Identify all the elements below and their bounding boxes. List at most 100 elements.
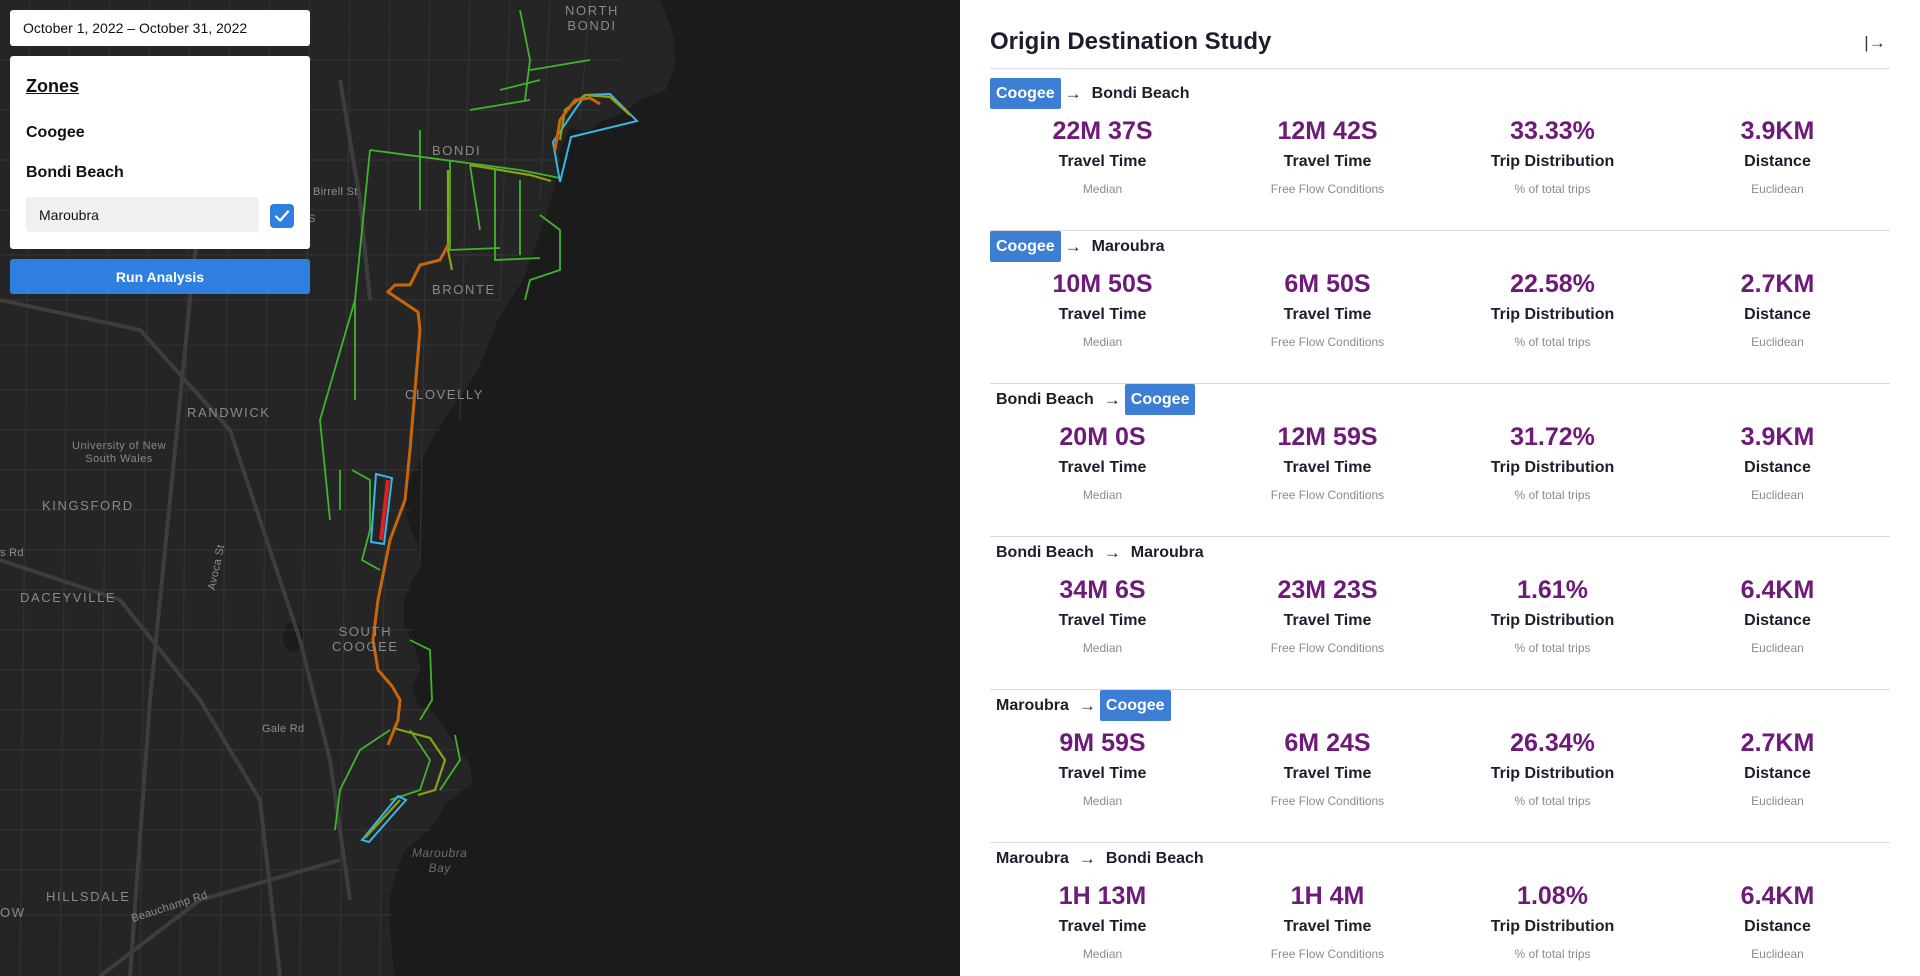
route-header: Maroubra → Bondi Beach <box>990 843 1210 874</box>
metric-label: Trip Distribution <box>1490 918 1615 935</box>
metric-label: Travel Time <box>1058 459 1147 476</box>
metric-label: Travel Time <box>1283 459 1372 476</box>
check-icon <box>274 210 290 222</box>
street-label-s: S <box>308 213 316 225</box>
metric-block: 23M 23S Travel Time Free Flow Conditions <box>1215 575 1440 656</box>
route-origin: Coogee <box>990 231 1061 262</box>
metric-sub: Median <box>1082 335 1123 349</box>
metric-value: 3.9KM <box>1740 117 1815 145</box>
metric-value: 20M 0S <box>1059 423 1146 451</box>
map-label-south-coogee: SOUTH COOGEE <box>332 624 399 654</box>
metric-value: 6.4KM <box>1740 576 1815 604</box>
metric-value: 12M 59S <box>1277 423 1378 451</box>
street-label-s-rd: s Rd <box>0 547 24 559</box>
road-network-mid <box>364 93 631 839</box>
route-header: Maroubra → Coogee <box>990 690 1171 721</box>
metric-label: Trip Distribution <box>1490 765 1615 782</box>
metric-value: 9M 59S <box>1059 729 1146 757</box>
route-origin: Bondi Beach <box>996 391 1094 408</box>
metric-value: 33.33% <box>1510 117 1595 145</box>
metric-label: Travel Time <box>1058 306 1147 323</box>
metric-value: 12M 42S <box>1277 117 1378 145</box>
zone-item-coogee[interactable]: Coogee <box>26 124 85 141</box>
zone-input[interactable] <box>26 197 259 232</box>
run-analysis-button[interactable]: Run Analysis <box>10 259 310 294</box>
date-range-picker[interactable]: October 1, 2022 – October 31, 2022 <box>10 10 310 46</box>
collapse-right-icon[interactable]: |→ <box>1864 33 1886 52</box>
metric-label: Travel Time <box>1058 153 1147 170</box>
metric-sub: Euclidean <box>1751 488 1804 502</box>
map-canvas[interactable]: NORTH BONDI BONDI BRONTE CLOVELLY RANDWI… <box>0 0 960 976</box>
route-origin: Bondi Beach <box>996 544 1094 561</box>
metric-label: Travel Time <box>1283 306 1372 323</box>
metric-sub: % of total trips <box>1514 641 1591 655</box>
route-destination: Coogee <box>1099 690 1171 721</box>
metric-label: Travel Time <box>1283 765 1372 782</box>
metric-sub: Euclidean <box>1751 947 1804 961</box>
metric-label: Distance <box>1744 153 1811 170</box>
metric-value: 1H 4M <box>1290 882 1365 910</box>
title-divider <box>990 68 1890 69</box>
map-label-kingsford: KINGSFORD <box>42 498 134 513</box>
metric-block: 3.9KM Distance Euclidean <box>1665 116 1890 197</box>
metric-label: Travel Time <box>1283 153 1372 170</box>
map-label-bronte: BRONTE <box>432 282 496 297</box>
metric-sub: Median <box>1082 488 1123 502</box>
metric-sub: % of total trips <box>1514 182 1591 196</box>
results-panel: Origin Destination Study |→ Coogee → Bondi… <box>960 0 1920 976</box>
metric-sub: Free Flow Conditions <box>1270 335 1385 349</box>
page-title: Origin Destination Study <box>990 28 1272 55</box>
metric-value: 22.58% <box>1510 270 1595 298</box>
metric-value: 23M 23S <box>1277 576 1378 604</box>
metric-block: 12M 42S Travel Time Free Flow Conditions <box>1215 116 1440 197</box>
metric-label: Trip Distribution <box>1490 153 1615 170</box>
metric-sub: Median <box>1082 947 1123 961</box>
zone-confirm-checkbox[interactable] <box>270 204 294 228</box>
metric-block: 33.33% Trip Distribution % of total trips <box>1440 116 1665 197</box>
metric-sub: % of total trips <box>1514 488 1591 502</box>
metric-sub: Free Flow Conditions <box>1270 947 1385 961</box>
metric-block: 22.58% Trip Distribution % of total trips <box>1440 269 1665 350</box>
route-destination: Bondi Beach <box>1105 850 1204 867</box>
metric-value: 1.61% <box>1517 576 1588 604</box>
route-card: Maroubra → Coogee 9M 59S Travel Time Median 6M… <box>990 690 1890 843</box>
metric-block: 34M 6S Travel Time Median <box>990 575 1215 656</box>
metric-sub: Median <box>1082 641 1123 655</box>
road-network-low <box>319 9 591 831</box>
arrow-right-icon: → <box>1078 848 1096 868</box>
arrow-right-icon: → <box>1064 236 1082 256</box>
metric-label: Travel Time <box>1058 612 1147 629</box>
metric-value: 10M 50S <box>1052 270 1153 298</box>
metric-block: 1H 4M Travel Time Free Flow Conditions <box>1215 881 1440 962</box>
metric-sub: Euclidean <box>1751 182 1804 196</box>
metric-value: 6.4KM <box>1740 882 1815 910</box>
metric-value: 6M 24S <box>1284 729 1371 757</box>
route-high-flow <box>371 96 601 746</box>
metric-label: Travel Time <box>1058 918 1147 935</box>
route-destination: Maroubra <box>1091 238 1165 255</box>
map-label-daceyville: DACEYVILLE <box>20 590 117 605</box>
zone-item-bondi-beach[interactable]: Bondi Beach <box>26 164 124 181</box>
metric-value: 31.72% <box>1510 423 1595 451</box>
ocean <box>390 0 960 976</box>
route-origin: Maroubra <box>996 850 1069 867</box>
arrow-right-icon: → <box>1103 542 1121 562</box>
metric-value: 26.34% <box>1510 729 1595 757</box>
metric-label: Distance <box>1744 612 1811 629</box>
metric-sub: Free Flow Conditions <box>1270 641 1385 655</box>
zones-title: Zones <box>26 76 80 96</box>
map-label-bondi: BONDI <box>432 143 482 158</box>
map-label-hillsdale: HILLSDALE <box>46 889 131 904</box>
metric-block: 20M 0S Travel Time Median <box>990 422 1215 503</box>
map-label-randwick: RANDWICK <box>187 405 271 420</box>
street-label-gale-rd: Gale Rd <box>262 723 305 735</box>
metric-block: 2.7KM Distance Euclidean <box>1665 269 1890 350</box>
metric-block: 10M 50S Travel Time Median <box>990 269 1215 350</box>
metric-value: 22M 37S <box>1052 117 1153 145</box>
metric-value: 34M 6S <box>1059 576 1146 604</box>
metric-sub: Free Flow Conditions <box>1270 794 1385 808</box>
metric-block: 1H 13M Travel Time Median <box>990 881 1215 962</box>
metric-label: Travel Time <box>1283 918 1372 935</box>
route-header: Bondi Beach → Maroubra <box>990 537 1210 568</box>
